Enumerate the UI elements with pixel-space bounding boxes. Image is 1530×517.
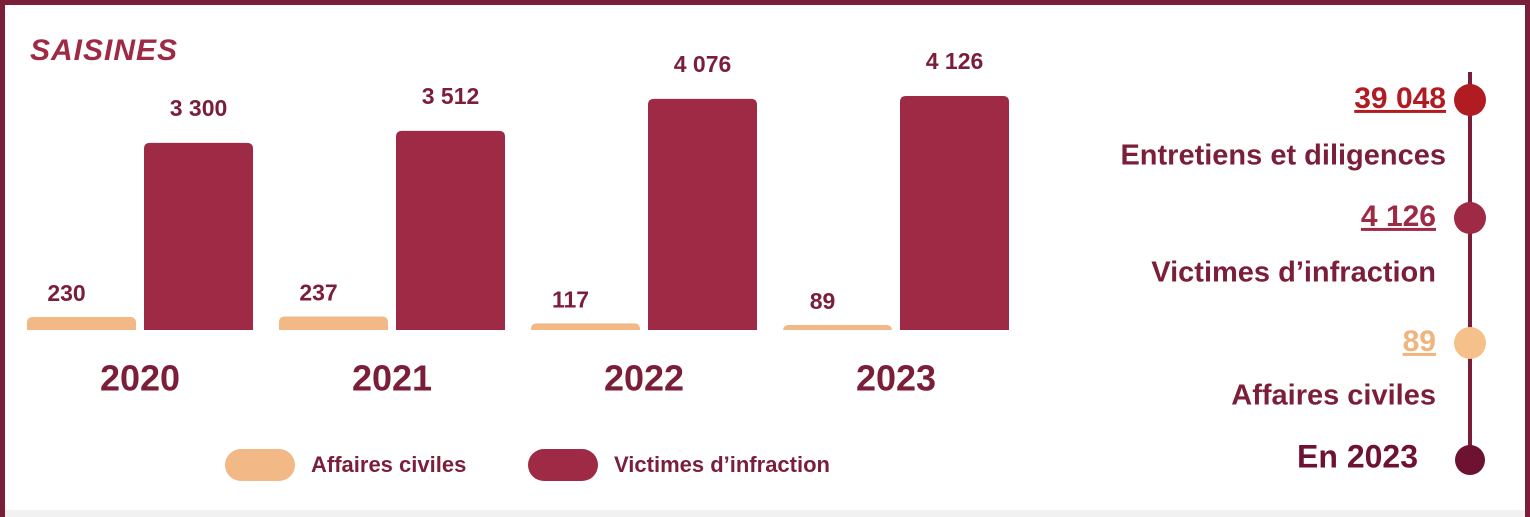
chart-title: SAISINES [30,34,178,67]
legend-swatch [528,449,598,481]
highlight-value: 4 126 [1361,200,1436,233]
data-label: 89 [810,288,836,314]
bar [396,130,505,330]
bar [900,96,1009,330]
x-tick-label: 2022 [604,358,684,399]
x-tick-label: 2020 [100,358,180,399]
bottom-strip [0,510,1530,517]
highlight-value: 39 048 [1354,82,1446,115]
timeline-end [1455,445,1485,475]
highlight-dot [1454,84,1486,116]
highlight-label: Victimes d’infraction [1151,257,1436,289]
bar [648,98,757,330]
legend-label: Affaires civiles [311,452,466,477]
bar [531,323,640,330]
bar [27,316,136,330]
legend-swatch [225,449,295,481]
bar [279,316,388,330]
bar [783,324,892,331]
x-tick-label: 2023 [856,358,936,399]
bar [144,142,253,330]
data-label: 4 126 [926,48,984,74]
data-label: 237 [299,280,337,306]
data-label: 230 [47,280,85,306]
highlight-dot [1454,327,1486,359]
legend-label: Victimes d’infraction [614,452,830,477]
data-label: 117 [552,286,589,312]
data-label: 3 512 [422,83,480,109]
x-tick-label: 2021 [352,358,432,399]
highlight-label: Affaires civiles [1231,380,1436,412]
footer: En 2023 [1297,438,1418,474]
highlight-label: Entretiens et diligences [1120,140,1446,172]
data-label: 4 076 [674,51,732,77]
data-label: 3 300 [170,95,228,121]
highlight-dot [1454,202,1486,234]
highlight-value: 89 [1403,325,1436,358]
